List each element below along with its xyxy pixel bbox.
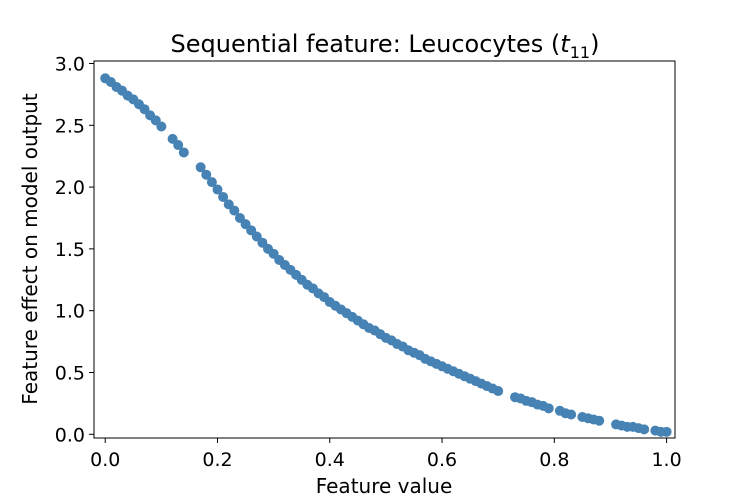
data-point [156,121,167,132]
y-tick-label: 1.5 [55,239,85,261]
plot-area [93,60,676,439]
x-tick-label: 0.8 [539,449,569,471]
data-points [100,73,672,437]
title-math-sub: 11 [570,43,590,62]
y-tick-label: 0.0 [55,424,85,446]
y-tick-label: 1.0 [55,301,85,323]
x-tick-label: 0.6 [427,449,457,471]
data-point [173,140,184,151]
x-tick-label: 0.0 [90,449,120,471]
x-tick-label: 0.2 [202,449,232,471]
chart-title: Sequential feature: Leucocytes (t11) [171,30,600,62]
data-point [543,403,554,414]
data-point [493,386,504,397]
y-tick-label: 2.5 [55,115,85,137]
plot-frame [93,60,676,439]
data-point [229,205,240,216]
x-tick-label: 1.0 [651,449,681,471]
y-tick-label: 0.5 [55,362,85,384]
data-point [639,424,650,435]
title-math-base: t [560,30,571,58]
title-suffix: ) [590,30,599,58]
data-point [201,169,212,180]
y-tick-label: 3.0 [55,53,85,75]
y-axis: 0.0 0.5 1.0 1.5 2.0 2.5 3.0 [55,53,94,446]
y-tick-label: 2.0 [55,177,85,199]
y-axis-label: Feature effect on model output [18,93,42,405]
data-point [206,177,217,188]
data-point [594,415,605,426]
data-point [195,162,206,173]
data-point [218,191,229,202]
data-point [661,426,672,437]
x-axis-label: Feature value [316,474,453,498]
data-point [566,409,577,420]
data-point [178,147,189,158]
x-axis: 0.0 0.2 0.4 0.6 0.8 1.0 [90,438,682,471]
data-point [212,184,223,195]
x-tick-label: 0.4 [315,449,345,471]
